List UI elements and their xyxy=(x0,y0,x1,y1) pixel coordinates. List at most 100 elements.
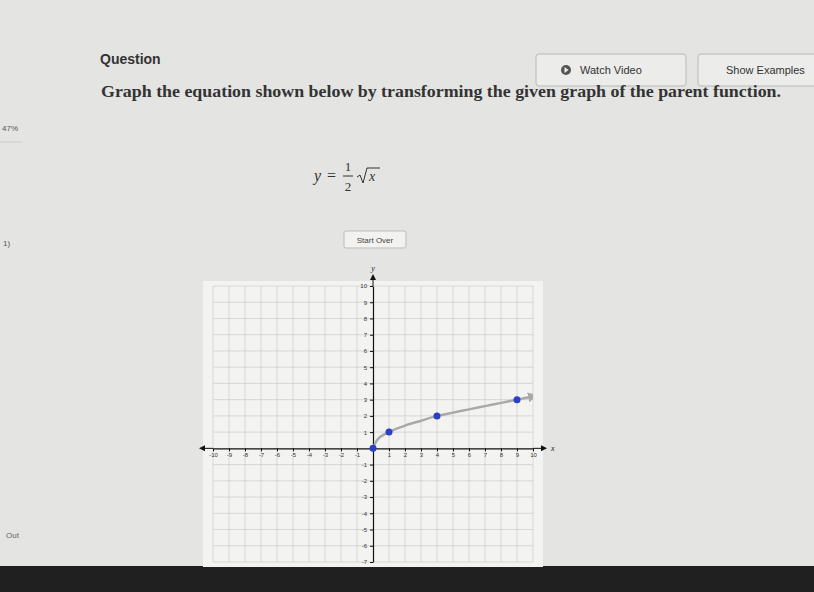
grid-line xyxy=(325,286,326,562)
tick-label: 6 xyxy=(468,452,472,458)
tick-label: -7 xyxy=(362,559,368,565)
tick-mark xyxy=(370,432,373,433)
grid-line xyxy=(261,286,262,562)
tick-mark xyxy=(370,383,373,384)
tick: -1 xyxy=(355,448,361,457)
grid-line xyxy=(485,286,486,562)
tick-label: -1 xyxy=(362,462,368,468)
tick: -7 xyxy=(362,559,373,565)
tick: -6 xyxy=(275,448,281,457)
tick-label: -6 xyxy=(362,543,368,549)
play-glyph xyxy=(565,67,569,73)
grid-line xyxy=(357,286,358,562)
grid-line xyxy=(245,286,246,562)
point[interactable] xyxy=(514,396,521,403)
tick: 3 xyxy=(420,448,424,457)
tick-mark xyxy=(370,546,373,547)
tick: 1 xyxy=(388,448,392,457)
tick-mark xyxy=(370,302,373,303)
start-over-label[interactable]: Start Over xyxy=(357,236,394,245)
grid xyxy=(213,286,533,562)
tick-label: 6 xyxy=(364,348,368,354)
point[interactable] xyxy=(386,429,393,436)
divider xyxy=(0,142,22,143)
tick: -5 xyxy=(362,527,373,533)
tick-mark xyxy=(370,530,373,531)
tick-label: -4 xyxy=(362,511,368,517)
axis-line xyxy=(373,287,374,563)
tick: -10 xyxy=(209,448,218,457)
plot-data xyxy=(370,396,534,452)
tick: -8 xyxy=(243,448,249,457)
tick: 1 xyxy=(364,430,373,436)
tick: 4 xyxy=(436,448,440,457)
tick-label: 2 xyxy=(404,452,408,458)
tick-mark xyxy=(370,465,373,466)
grid-line xyxy=(389,286,390,562)
tick: -4 xyxy=(362,511,373,517)
axis-arrow xyxy=(199,445,205,451)
radical-sign xyxy=(357,168,380,183)
tick-mark xyxy=(370,513,373,514)
tick-label: 4 xyxy=(364,381,368,387)
tick-label: 9 xyxy=(364,300,368,306)
equation-radicand: x xyxy=(368,169,376,184)
tick-label: 7 xyxy=(484,452,488,458)
tick: -2 xyxy=(339,448,345,457)
show-examples-label[interactable]: Show Examples xyxy=(726,64,805,76)
equation-relation: = xyxy=(327,167,336,184)
tick: -9 xyxy=(227,448,233,457)
tick: 6 xyxy=(468,448,472,457)
tick-label: 2 xyxy=(364,413,368,419)
grid-line xyxy=(309,286,310,562)
equation-denominator: 2 xyxy=(345,179,352,194)
tick-mark xyxy=(370,562,373,563)
tick: -3 xyxy=(362,494,373,500)
tick-label: 5 xyxy=(452,452,456,458)
tick-label: 8 xyxy=(500,452,504,458)
tick-label: -1 xyxy=(355,452,361,458)
tick: 8 xyxy=(500,448,504,457)
y-axis: -7-6-5-4-3-2-112345678910 xyxy=(360,283,373,565)
tick: 5 xyxy=(364,365,373,371)
grid-line xyxy=(229,286,230,562)
item-number: 1) xyxy=(3,239,10,248)
tick: 3 xyxy=(364,397,373,403)
bezel xyxy=(0,566,814,592)
tick-label: -5 xyxy=(362,527,368,533)
instruction: Graph the equation shown below by transf… xyxy=(101,82,781,101)
grid-line xyxy=(437,286,438,562)
grid-line xyxy=(501,286,502,562)
grid-line xyxy=(341,286,342,562)
tick-label: 7 xyxy=(364,332,368,338)
point[interactable] xyxy=(434,412,441,419)
y-axis-title: y xyxy=(370,264,375,273)
watch-video-label[interactable]: Watch Video xyxy=(580,64,642,76)
axis-arrow xyxy=(541,445,547,451)
grid-line xyxy=(405,286,406,562)
play-icon xyxy=(561,65,571,75)
tick-label: -8 xyxy=(243,452,249,458)
tick-mark xyxy=(370,481,373,482)
start-over-button[interactable] xyxy=(344,231,406,248)
tick-label: 1 xyxy=(388,452,392,458)
tick-label: 4 xyxy=(436,452,440,458)
tick-label: 9 xyxy=(516,452,520,458)
grid-line xyxy=(421,286,422,562)
fraction-bar xyxy=(343,176,353,177)
grid-line xyxy=(277,286,278,562)
tick: 4 xyxy=(364,381,373,387)
grid-line xyxy=(533,286,534,562)
tick: -6 xyxy=(362,543,373,549)
tick-label: -3 xyxy=(362,494,368,500)
equation-numerator: 1 xyxy=(345,159,352,174)
tick-mark xyxy=(370,286,373,287)
tick-label: 1 xyxy=(364,430,368,436)
tick-mark xyxy=(370,416,373,417)
side-link[interactable]: Out xyxy=(6,531,20,540)
tick: 9 xyxy=(364,300,373,306)
tick: 10 xyxy=(360,283,373,289)
tick-label: 3 xyxy=(420,452,424,458)
point[interactable] xyxy=(370,445,377,452)
chart: -10-9-8-7-6-5-4-3-2-112345678910-7-6-5-4… xyxy=(199,264,555,567)
